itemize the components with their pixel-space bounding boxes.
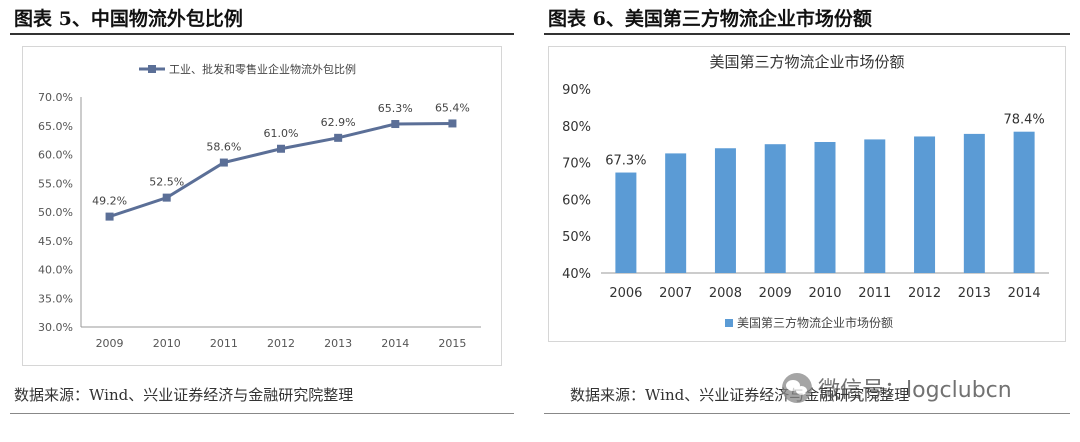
data-labels-right: 67.3% 78.4% [605,113,1045,169]
y-tick-label: 40% [562,267,591,282]
y-tick-label: 70% [562,157,591,172]
y-tick-label: 35.0% [38,292,73,305]
x-tick-label: 2014 [1008,286,1041,301]
y-tick-labels-right: 40% 50% 60% 70% 80% 90% [562,83,591,282]
title-underline-left [10,33,514,35]
bars [615,131,1035,273]
x-tick-label: 2014 [381,337,409,350]
x-tick-label: 2013 [324,337,352,350]
bar [714,148,736,273]
y-tick-labels-left: 30.0% 35.0% 40.0% 45.0% 50.0% 55.0% 60.0% 65.0%… [38,91,73,334]
x-tick-label: 2009 [759,286,792,301]
watermark: 微信号：logclubcn [782,372,1012,404]
data-point [448,119,457,128]
x-tick-label: 2010 [808,286,841,301]
data-point [219,158,228,167]
bar [814,141,836,273]
x-tick-label: 2012 [908,286,941,301]
x-tick-label: 2015 [438,337,466,350]
title-underline-right [544,33,1070,35]
data-label: 65.4% [435,101,470,114]
y-tick-label: 55.0% [38,177,73,190]
wechat-icon [782,373,812,403]
chart-area-right: 美国第三方物流企业市场份额 40% 50% 60% 70% 80% 90% 2006 200… [548,46,1066,342]
x-tick-label: 2010 [153,337,181,350]
data-label-first: 67.3% [605,154,646,169]
data-point [105,212,114,221]
chart-area-left: 工业、批发和零售业企业物流外包比例 30.0% 35.0% 40.0% 45.0% 50… [22,46,502,366]
panel-title-right: 图表 6、美国第三方物流企业市场份额 [548,8,872,30]
x-tick-labels-left: 2009 2010 2011 2012 2013 2014 2015 [96,337,467,350]
data-label: 58.6% [206,141,241,154]
data-labels-left: 49.2% 52.5% 58.6% 61.0% 62.9% 65.3% 65.4% [92,101,470,207]
axes-left [80,97,481,328]
data-label: 62.9% [321,116,356,129]
line-chart: 工业、批发和零售业企业物流外包比例 30.0% 35.0% 40.0% 45.0% 50… [38,62,481,350]
y-tick-label: 50% [562,230,591,245]
x-tick-label: 2009 [96,337,124,350]
data-label: 49.2% [92,195,127,208]
y-tick-label: 90% [562,83,591,98]
watermark-text: 微信号：logclubcn [818,378,1012,403]
bar [914,136,936,273]
y-tick-label: 60% [562,193,591,208]
y-tick-label: 60.0% [38,149,73,162]
x-tick-label: 2013 [958,286,991,301]
x-tick-label: 2006 [609,286,642,301]
data-point [391,120,400,129]
source-note-right: 数据来源：Wind、兴业证券经济与金融研究院整理 [570,386,910,404]
data-label: 61.0% [264,127,299,140]
y-tick-label: 45.0% [38,235,73,248]
x-tick-label: 2008 [709,286,742,301]
bar [1013,131,1035,273]
x-tick-labels-right: 2006 2007 2008 2009 2010 2011 2012 2013 2014 [609,286,1040,301]
x-tick-label: 2011 [210,337,238,350]
x-tick-label: 2007 [659,286,692,301]
data-label: 52.5% [149,176,184,189]
bar [764,144,786,273]
data-label: 65.3% [378,102,413,115]
bottom-rule-left [10,413,514,414]
panel-title-left: 图表 5、中国物流外包比例 [14,8,243,30]
x-tick-label: 2011 [858,286,891,301]
chart-title-right: 美国第三方物流企业市场份额 [709,53,904,71]
bottom-rule-right [544,413,1070,414]
legend-right: 美国第三方物流企业市场份额 [725,315,893,330]
series-points [105,119,457,221]
y-tick-label: 40.0% [38,264,73,277]
x-tick-label: 2012 [267,337,295,350]
data-point [334,133,343,142]
bar [615,172,637,273]
legend-point-marker [148,65,156,73]
bar-chart: 美国第三方物流企业市场份额 40%50%60%70%80%90% 2006 200… [562,53,1049,330]
data-point [162,193,171,202]
data-point [277,144,285,153]
source-note-left: 数据来源：Wind、兴业证券经济与金融研究院整理 [14,386,354,404]
y-tick-label: 70.0% [38,91,73,104]
bar [665,153,687,273]
legend-swatch-right [725,319,733,327]
y-tick-label: 30.0% [38,321,73,334]
legend-left: 工业、批发和零售业企业物流外包比例 [139,62,356,76]
y-tick-label: 50.0% [38,206,73,219]
bar [963,133,985,273]
bar [864,139,886,273]
legend-label-left: 工业、批发和零售业企业物流外包比例 [169,62,356,76]
y-tick-label: 80% [562,120,591,135]
y-tick-label: 65.0% [38,120,73,133]
legend-label-right: 美国第三方物流企业市场份额 [737,315,893,330]
data-label-last: 78.4% [1003,113,1044,128]
